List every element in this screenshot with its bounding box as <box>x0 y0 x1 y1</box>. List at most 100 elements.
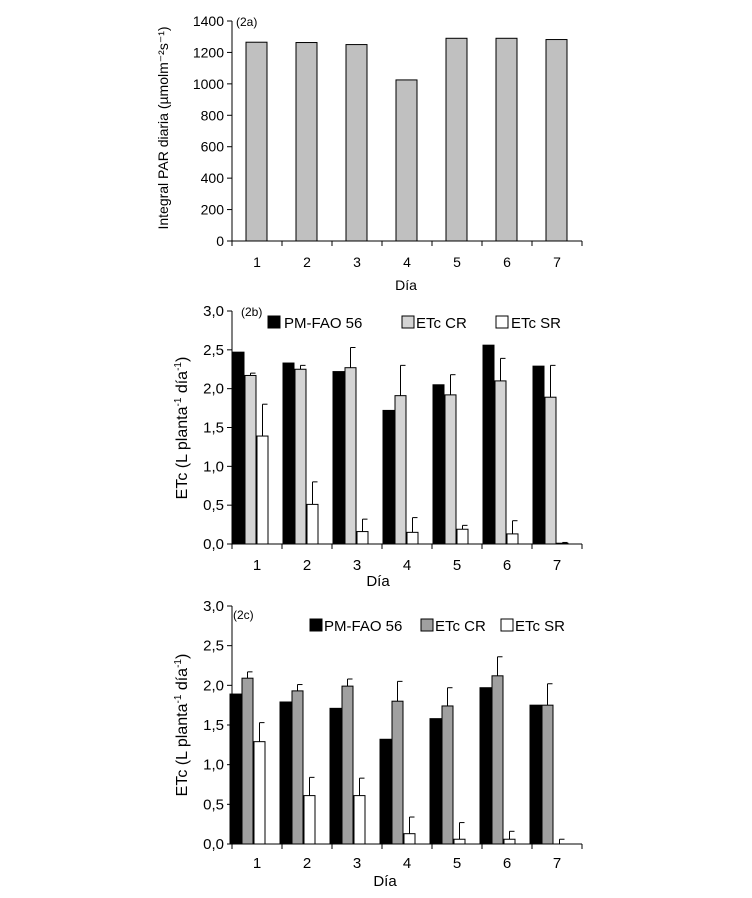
y-tick-label: 0,0 <box>203 536 224 553</box>
legend: PM-FAO 56 ETc CR ETc SR <box>309 618 565 635</box>
y-tick-label: 3,0 <box>203 598 224 615</box>
bars <box>232 344 569 545</box>
bar <box>329 707 342 845</box>
y-tick-label: 0,5 <box>203 497 224 514</box>
legend-swatch-etc-cr <box>401 315 415 329</box>
x-axis-title: Día <box>373 873 397 890</box>
bar <box>403 833 416 845</box>
y-axis-title-mid: día <box>174 371 191 398</box>
bar <box>506 533 519 545</box>
bar <box>503 838 516 845</box>
bar <box>494 380 507 545</box>
bar <box>282 362 295 545</box>
y-axis-ticks: 0,0 0,5 1,0 1,5 2,0 2,5 3,0 1 2 3 4 5 6 7 <box>203 303 583 574</box>
bar <box>256 435 269 545</box>
y-axis-title-sup1: -1 <box>173 694 184 703</box>
y-tick-label: 0,0 <box>203 836 224 853</box>
x-tick-label: 1 <box>253 254 261 270</box>
axes <box>231 21 582 242</box>
x-tick-label: 4 <box>403 855 411 872</box>
bar <box>394 395 407 545</box>
bar <box>429 718 442 845</box>
y-axis-title: ETc (L planta-1 día-1) <box>173 654 191 797</box>
x-tick-label: 1 <box>253 855 261 872</box>
bar <box>441 705 454 845</box>
bar <box>295 42 318 242</box>
y-tick-label: 0,5 <box>203 796 224 813</box>
bars <box>229 656 565 845</box>
x-tick-label: 6 <box>503 855 511 872</box>
bar <box>456 528 469 545</box>
bar <box>291 690 304 845</box>
bar <box>491 675 504 845</box>
x-tick-label: 3 <box>353 254 361 270</box>
y-axis-title-end: ) <box>174 654 191 659</box>
bar <box>432 384 445 545</box>
bar <box>245 41 268 242</box>
axes <box>231 311 582 545</box>
y-tick-label: 2,5 <box>203 638 224 655</box>
y-tick-label: 1,5 <box>203 717 224 734</box>
y-axis-title-sup2: -1 <box>173 362 184 371</box>
legend-swatch-pm-fao-56 <box>267 315 281 329</box>
bar <box>241 677 254 845</box>
x-axis-title: Día <box>366 573 390 590</box>
y-axis-title: Integral PAR diaria (µmolm⁻²s⁻¹) <box>155 26 171 229</box>
x-tick-label: 7 <box>553 855 561 872</box>
y-tick-label: 0 <box>216 233 224 249</box>
y-tick-label: 400 <box>201 170 225 186</box>
legend-swatch-etc-cr <box>420 618 434 632</box>
bar <box>541 704 554 845</box>
legend-swatch-etc-sr <box>495 315 509 329</box>
bar <box>532 365 545 545</box>
x-tick-label: 4 <box>403 254 411 270</box>
x-tick-label: 7 <box>553 254 561 270</box>
legend: PM-FAO 56 ETc CR ETc SR <box>267 315 561 332</box>
y-tick-label: 2,5 <box>203 342 224 359</box>
x-tick-label: 4 <box>403 557 411 574</box>
legend-label-etc-cr: ETc CR <box>435 618 486 635</box>
bar <box>391 700 404 845</box>
bar <box>479 687 492 845</box>
bar <box>444 394 457 545</box>
bar <box>453 838 466 845</box>
y-tick-label: 200 <box>201 202 225 218</box>
legend-label-etc-sr: ETc SR <box>511 315 561 332</box>
y-tick-label: 1200 <box>193 44 224 60</box>
legend-label-etc-cr: ETc CR <box>416 315 467 332</box>
y-tick-label: 1,0 <box>203 757 224 774</box>
y-tick-label: 2,0 <box>203 381 224 398</box>
bar <box>529 704 542 845</box>
bar <box>353 795 366 845</box>
y-axis-ticks: 0,0 0,5 1,0 1,5 2,0 2,5 3,0 1 2 3 4 5 6 7 <box>203 598 583 872</box>
legend-label-etc-sr: ETc SR <box>515 618 565 635</box>
y-axis-title-end: ) <box>174 357 191 362</box>
y-tick-label: 1,0 <box>203 458 224 475</box>
x-tick-label: 6 <box>503 254 511 270</box>
y-axis-title: ETc (L planta-1 día-1) <box>173 357 191 500</box>
y-axis-title-sup2: -1 <box>173 659 184 668</box>
y-axis-title-sup1: -1 <box>173 397 184 406</box>
x-tick-label: 5 <box>453 254 461 270</box>
bar <box>379 738 392 845</box>
chart-panel-2c: (2c) Día ETc (L planta-1 día-1) PM-FAO 5… <box>173 598 583 890</box>
legend-label-pm-fao-56: PM-FAO 56 <box>324 618 402 635</box>
y-tick-label: 1400 <box>193 13 224 29</box>
bar <box>544 396 557 545</box>
x-tick-label: 5 <box>453 557 461 574</box>
y-tick-label: 1000 <box>193 76 224 92</box>
bar <box>395 79 418 242</box>
x-tick-label: 3 <box>353 557 361 574</box>
bar <box>232 351 245 545</box>
y-axis-title-main: ETc (L planta <box>174 406 191 499</box>
y-axis-title-mid: día <box>174 668 191 695</box>
bar <box>303 795 316 845</box>
panel-label: (2c) <box>233 608 254 622</box>
y-tick-label: 1,5 <box>203 420 224 437</box>
bar <box>495 37 518 242</box>
bar <box>244 374 257 545</box>
bar <box>306 503 319 545</box>
y-axis-title-main: ETc (L planta <box>174 703 191 796</box>
x-tick-label: 3 <box>353 855 361 872</box>
